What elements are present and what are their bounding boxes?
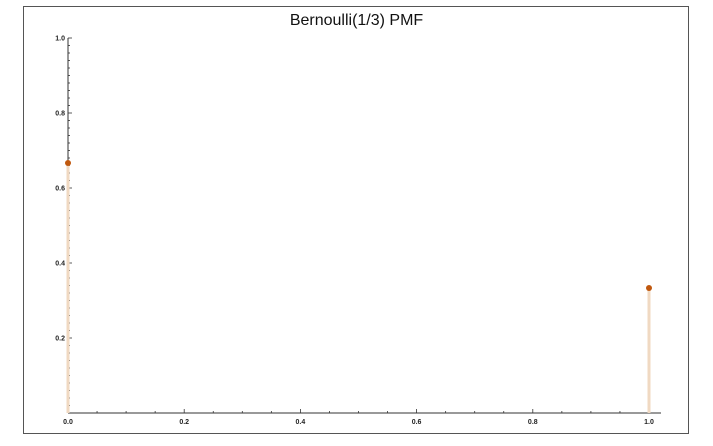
axes [67,37,661,414]
y-tick-label: 0.4 [55,261,65,268]
chart-frame [23,6,689,434]
y-tick-label: 1.0 [55,36,65,43]
data-point [646,285,652,292]
y-tick-label: 0.8 [55,111,65,118]
y-tick-label: 0.2 [55,336,65,343]
x-tick-label: 0.0 [63,419,73,426]
x-tick-label: 0.8 [528,419,538,426]
points [65,159,652,292]
x-tick-label: 0.6 [412,419,422,426]
stems [66,162,651,413]
x-tick-label: 1.0 [644,419,654,426]
x-tick-label: 0.2 [179,419,189,426]
tick-labels: 0.2 0.4 0.6 0.8 1.0 0.0 0.2 0.4 0.6 0.8 1.0 [55,36,654,427]
x-tick-label: 0.4 [296,419,306,426]
data-point [65,159,71,166]
y-tick-label: 0.6 [55,186,65,193]
chart-title: Bernoulli(1/3) PMF [289,12,424,29]
